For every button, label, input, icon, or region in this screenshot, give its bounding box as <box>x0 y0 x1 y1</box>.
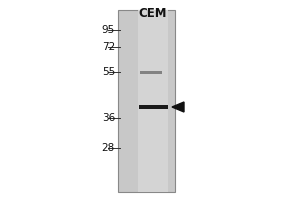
Bar <box>139 105 168 109</box>
Bar <box>138 10 168 192</box>
Text: 72: 72 <box>102 42 115 52</box>
Polygon shape <box>172 102 184 112</box>
Text: 95: 95 <box>102 25 115 35</box>
Bar <box>118 10 175 192</box>
Bar <box>140 71 162 73</box>
Text: 36: 36 <box>102 113 115 123</box>
Text: 55: 55 <box>102 67 115 77</box>
Text: CEM: CEM <box>139 7 167 20</box>
Text: 28: 28 <box>102 143 115 153</box>
